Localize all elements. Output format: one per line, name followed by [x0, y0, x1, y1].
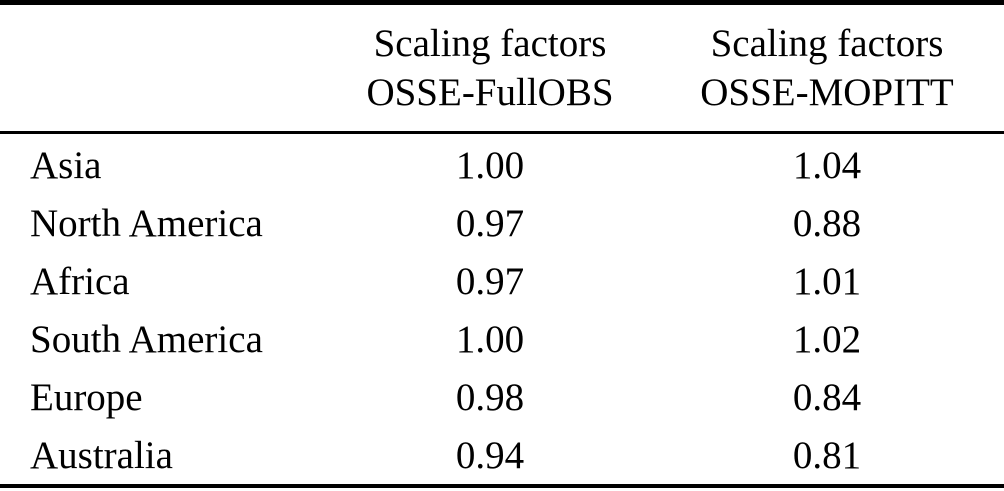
column-header-line2: OSSE-FullOBS [366, 71, 614, 114]
fullobs-value-cell: 0.97 [455, 201, 525, 245]
region-cell: Asia [30, 143, 102, 187]
mopitt-value-cell: 0.81 [792, 433, 862, 477]
mopitt-value-cell: 1.04 [792, 143, 862, 187]
mopitt-value-cell: 0.88 [792, 201, 862, 245]
region-cell: South America [30, 317, 263, 361]
fullobs-value-cell: 0.97 [455, 259, 525, 303]
table-body: Asia 1.00 1.04 North America 0.97 0.88 A… [0, 134, 1004, 484]
region-cell: Africa [30, 259, 130, 303]
table-row: Asia 1.00 1.04 [0, 136, 1004, 194]
column-header-line1: Scaling factors [373, 22, 607, 65]
column-header-osse-mopitt: Scaling factors OSSE-MOPITT [650, 19, 1004, 117]
mopitt-value-cell: 1.02 [792, 317, 862, 361]
fullobs-value-cell: 1.00 [455, 143, 525, 187]
column-header-line2: OSSE-MOPITT [700, 71, 954, 114]
fullobs-value-cell: 1.00 [455, 317, 525, 361]
table-row: North America 0.97 0.88 [0, 194, 1004, 252]
table-row: South America 1.00 1.02 [0, 310, 1004, 368]
column-header-osse-fullobs: Scaling factors OSSE-FullOBS [330, 19, 650, 117]
table-header-row: Scaling factors OSSE-FullOBS Scaling fac… [0, 5, 1004, 134]
region-cell: Australia [30, 433, 173, 477]
column-header-line1: Scaling factors [710, 22, 944, 65]
fullobs-value-cell: 0.94 [455, 433, 525, 477]
table-row: Africa 0.97 1.01 [0, 252, 1004, 310]
region-cell: North America [30, 201, 263, 245]
mopitt-value-cell: 0.84 [792, 375, 862, 419]
table-row: Australia 0.94 0.81 [0, 426, 1004, 484]
fullobs-value-cell: 0.98 [455, 375, 525, 419]
mopitt-value-cell: 1.01 [792, 259, 862, 303]
table-row: Europe 0.98 0.84 [0, 368, 1004, 426]
region-cell: Europe [30, 375, 143, 419]
